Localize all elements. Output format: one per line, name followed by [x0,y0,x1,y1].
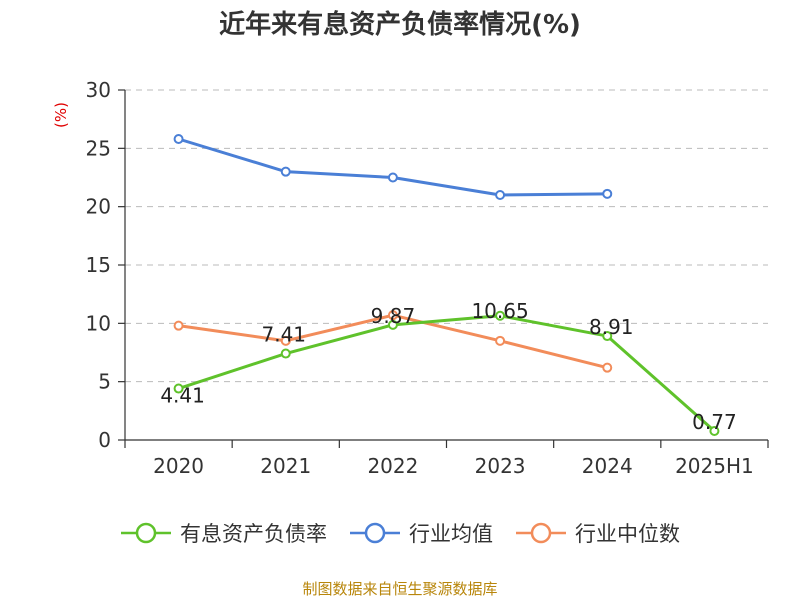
data-point [602,188,613,199]
y-tick-label: 0 [98,428,111,452]
y-tick-label: 20 [86,195,111,219]
data-point [495,335,506,346]
legend-item[interactable]: 行业中位数 [515,518,680,548]
data-point [280,166,291,177]
x-tick-label: 2020 [153,454,204,478]
data-point [387,319,398,330]
series-line [178,137,608,197]
data-label: 8.91 [589,315,634,339]
series-lines [173,134,720,437]
data-label: 9.87 [371,304,416,328]
legend-line-marker-icon [350,522,400,544]
data-point [709,426,720,437]
legend-label: 行业均值 [409,522,493,546]
legend-label: 有息资产负债率 [180,522,327,546]
y-tick-label: 15 [86,253,111,277]
data-point [602,331,613,342]
data-point [173,134,184,144]
x-tick-label: 2023 [475,454,526,478]
data-label: 4.41 [160,384,205,408]
data-point [602,362,613,373]
x-tick-label: 2024 [582,454,633,478]
x-tick-label: 2021 [260,454,311,478]
series-line [178,314,716,433]
x-tick-label: 2022 [367,454,418,478]
x-tick-label: 2025H1 [675,454,754,478]
legend-item[interactable]: 行业均值 [349,518,493,548]
data-label: 0.77 [692,410,737,434]
data-labels: 4.41 7.41 9.87 10.65 8.91 0.77 [160,299,736,434]
y-tick-label: 10 [86,311,111,335]
data-point [280,335,291,346]
data-point [387,310,398,321]
data-point [495,310,506,321]
data-label: 7.41 [261,323,306,347]
grid-lines [125,89,768,383]
legend-label: 行业中位数 [575,522,680,546]
legend-item[interactable]: 有息资产负债率 [120,518,327,548]
y-tick-label: 25 [86,136,111,160]
data-label: 10.65 [471,299,528,323]
data-point [173,320,184,331]
legend-line-marker-icon [121,522,171,544]
data-point [173,383,184,394]
data-point [280,348,291,359]
y-tick-label: 5 [98,370,111,394]
chart-title: 近年来有息资产负债率情况(%) [219,10,581,40]
data-point [495,190,506,200]
source-note: 制图数据来自恒生聚源数据库 [302,580,498,598]
axes: 0 5 10 15 20 25 30 2020 2021 2022 2023 2024 2025H1 [86,78,769,478]
legend-line-marker-icon [516,522,566,544]
data-point [387,172,398,183]
chart-legend: 有息资产负债率 行业均值 行业中位数 [0,518,800,548]
y-tick-label: 30 [86,78,111,102]
